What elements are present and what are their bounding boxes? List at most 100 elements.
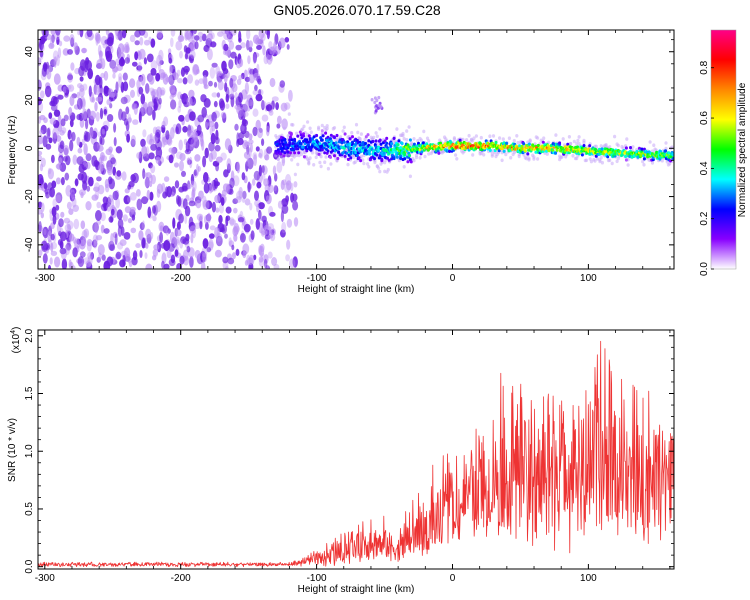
noise-blob	[47, 167, 52, 175]
noise-blob	[209, 225, 216, 231]
ridge-point	[324, 142, 328, 146]
noise-blob	[182, 77, 188, 85]
noise-blob	[256, 181, 262, 189]
noise-blob	[88, 176, 94, 187]
noise-blob	[196, 213, 204, 221]
ridge-halo-point	[536, 136, 540, 140]
noise-blob	[205, 221, 209, 230]
noise-blob	[59, 247, 67, 255]
ridge-point	[375, 153, 379, 157]
noise-blob	[196, 124, 202, 136]
noise-blob	[62, 86, 67, 94]
ridge-halo-point	[329, 162, 333, 166]
ridge-point	[371, 139, 375, 144]
ridge-halo-point	[377, 142, 381, 146]
noise-blob	[122, 81, 129, 92]
noise-blob	[224, 138, 232, 151]
spectrogram-ridge	[274, 95, 674, 179]
noise-blob	[130, 192, 137, 201]
ridge-halo-point	[631, 145, 635, 149]
colorbar-tick-label: 0.8	[699, 60, 710, 74]
noise-blob	[277, 115, 282, 125]
noise-blob	[96, 256, 101, 263]
noise-blob	[216, 156, 223, 163]
ridge-point	[624, 146, 628, 150]
ridge-point	[385, 141, 389, 145]
noise-blob	[178, 139, 183, 151]
ridge-halo-point	[377, 166, 381, 170]
noise-blob	[190, 180, 195, 187]
noise-blob	[49, 36, 55, 48]
ridge-halo-point	[461, 137, 465, 142]
noise-blob	[211, 180, 215, 187]
noise-blob	[156, 183, 163, 194]
ridge-point	[306, 143, 310, 147]
noise-blob	[214, 144, 221, 152]
snr-multiplier-close: )	[11, 327, 22, 330]
ridge-point	[378, 138, 382, 142]
noise-blob	[147, 104, 151, 114]
noise-blob	[264, 154, 270, 161]
ridge-point	[289, 135, 292, 139]
noise-blob	[45, 191, 50, 199]
noise-blob	[63, 217, 71, 224]
noise-blob	[152, 215, 157, 222]
ridge-point	[320, 148, 324, 152]
noise-blob	[202, 195, 207, 208]
noise-blob	[58, 218, 64, 228]
ridge-point	[312, 135, 316, 139]
ridge-point	[328, 142, 332, 146]
noise-blob	[100, 58, 106, 70]
ridge-halo-point	[589, 159, 594, 164]
noise-blob	[97, 88, 104, 94]
ridge-point	[518, 144, 522, 148]
noise-blob	[256, 45, 262, 50]
ridge-point	[383, 139, 387, 143]
ridge-halo-point	[584, 158, 589, 163]
noise-blob	[252, 53, 257, 65]
noise-blob	[211, 201, 216, 213]
noise-blob	[247, 181, 251, 193]
ridge-point	[374, 139, 378, 143]
noise-blob	[128, 180, 135, 188]
noise-blob	[140, 93, 146, 105]
noise-blob	[175, 126, 179, 135]
noise-blob	[293, 217, 299, 227]
noise-blob	[69, 95, 75, 107]
colorbar-label: Normalized spectral amplitude	[737, 82, 748, 217]
ridge-halo-point	[452, 137, 456, 141]
noise-blob	[219, 203, 224, 214]
ridge-point	[669, 159, 672, 163]
noise-blob	[231, 83, 238, 93]
noise-blob	[130, 135, 136, 145]
ridge-halo-point	[545, 152, 549, 156]
ridge-halo-point	[292, 155, 296, 159]
ridge-point	[526, 152, 530, 156]
ridge-halo-point	[642, 163, 646, 167]
ridge-halo-point	[509, 155, 513, 160]
noise-blob	[156, 200, 162, 213]
snr-multiplier-exp: 4	[10, 330, 17, 334]
noise-blob	[224, 30, 231, 35]
noise-blob	[183, 45, 188, 53]
noise-blob	[166, 249, 172, 259]
colorbar-tick-label: 0.6	[699, 111, 710, 125]
noise-blob	[138, 48, 146, 60]
ridge-halo-point	[367, 165, 371, 169]
noise-blob	[112, 190, 119, 201]
noise-blob	[258, 210, 263, 222]
ridge-halo-point	[599, 155, 603, 160]
ridge-point	[399, 154, 403, 158]
noise-blob	[150, 164, 156, 174]
noise-blob	[148, 138, 155, 146]
noise-blob	[182, 198, 188, 210]
noise-blob	[68, 208, 74, 215]
noise-blob	[60, 118, 66, 127]
ridge-halo-point	[318, 160, 322, 165]
noise-blob	[96, 201, 101, 209]
noise-blob	[103, 108, 108, 115]
noise-blob	[82, 108, 88, 120]
noise-blob	[223, 169, 229, 178]
ridge-point	[636, 155, 640, 159]
ridge-point	[305, 140, 309, 144]
